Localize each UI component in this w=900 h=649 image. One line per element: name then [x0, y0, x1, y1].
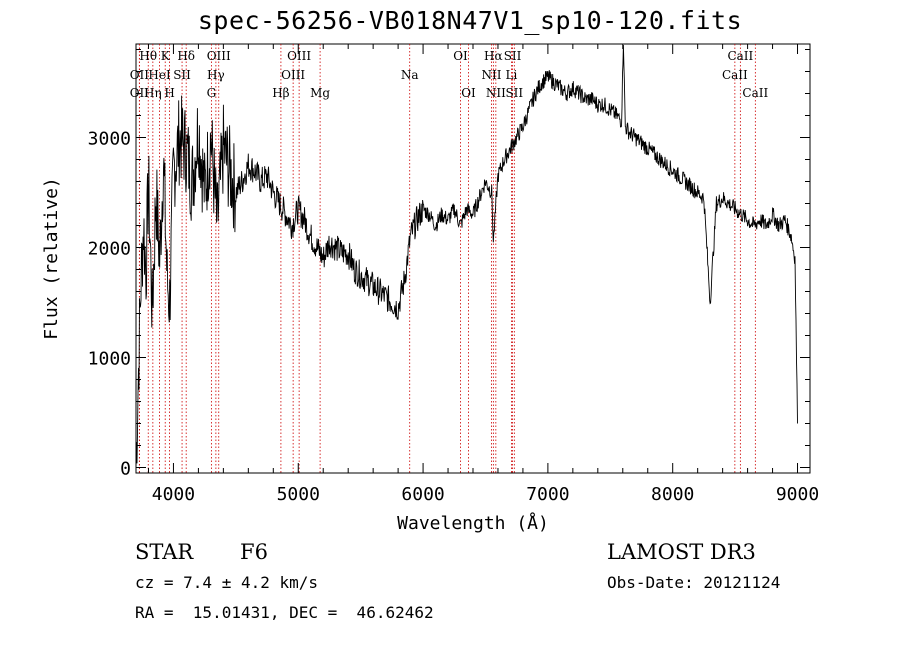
y-axis-label: Flux (relative) [41, 177, 62, 340]
line-label: Hβ [272, 86, 289, 100]
obs-date-text: Obs-Date: 20121124 [607, 573, 781, 592]
line-label: OI [461, 86, 476, 100]
line-label: OIII [207, 49, 231, 63]
line-label: CaII [722, 68, 748, 82]
line-label: OII [130, 68, 150, 82]
line-label: CaII [727, 49, 753, 63]
object-class: STAR [135, 540, 194, 564]
x-tick-label: 9000 [776, 484, 819, 505]
line-label: Hη [144, 86, 162, 100]
object-subclass: F6 [240, 540, 268, 564]
line-label: OIII [281, 68, 305, 82]
line-label: Na [401, 68, 419, 82]
survey-name: LAMOST DR3 [607, 540, 756, 564]
x-tick-label: 5000 [277, 484, 320, 505]
line-label: Li [506, 68, 518, 82]
line-label: SII [173, 68, 191, 82]
line-label: NII [481, 68, 501, 82]
line-label: K [161, 49, 171, 63]
chart-title: spec-56256-VB018N47V1_sp10-120.fits [197, 6, 743, 35]
spectrum-line [135, 44, 798, 469]
line-label: Hδ [177, 49, 195, 63]
y-tick-label: 0 [120, 459, 131, 480]
y-tick-label: 1000 [88, 349, 131, 370]
line-label: NII [486, 86, 506, 100]
line-label: G [207, 86, 217, 100]
line-label: Hα [484, 49, 503, 63]
line-label: HeI [148, 68, 171, 82]
y-tick-label: 3000 [88, 129, 131, 150]
line-label: Mg [310, 86, 330, 100]
redshift-text: cz = 7.4 ± 4.2 km/s [135, 573, 319, 592]
plot-frame [135, 43, 811, 474]
x-tick-label: 8000 [651, 484, 694, 505]
x-axis-label: Wavelength (Å) [397, 512, 549, 534]
coordinates-text: RA = 15.01431, DEC = 46.62462 [135, 603, 434, 622]
line-label: Hθ [139, 49, 157, 63]
x-tick-label: 4000 [152, 484, 195, 505]
x-tick-label: 7000 [526, 484, 569, 505]
y-tick-label: 2000 [88, 239, 131, 260]
line-label: Hγ [207, 68, 225, 82]
line-label: OIII [287, 49, 311, 63]
x-tick-label: 6000 [401, 484, 444, 505]
line-label: H [164, 86, 174, 100]
line-label: OII [130, 86, 150, 100]
line-label: OI [453, 49, 468, 63]
line-label: SII [505, 86, 523, 100]
line-label: SII [504, 49, 522, 63]
line-label: CaII [742, 86, 768, 100]
